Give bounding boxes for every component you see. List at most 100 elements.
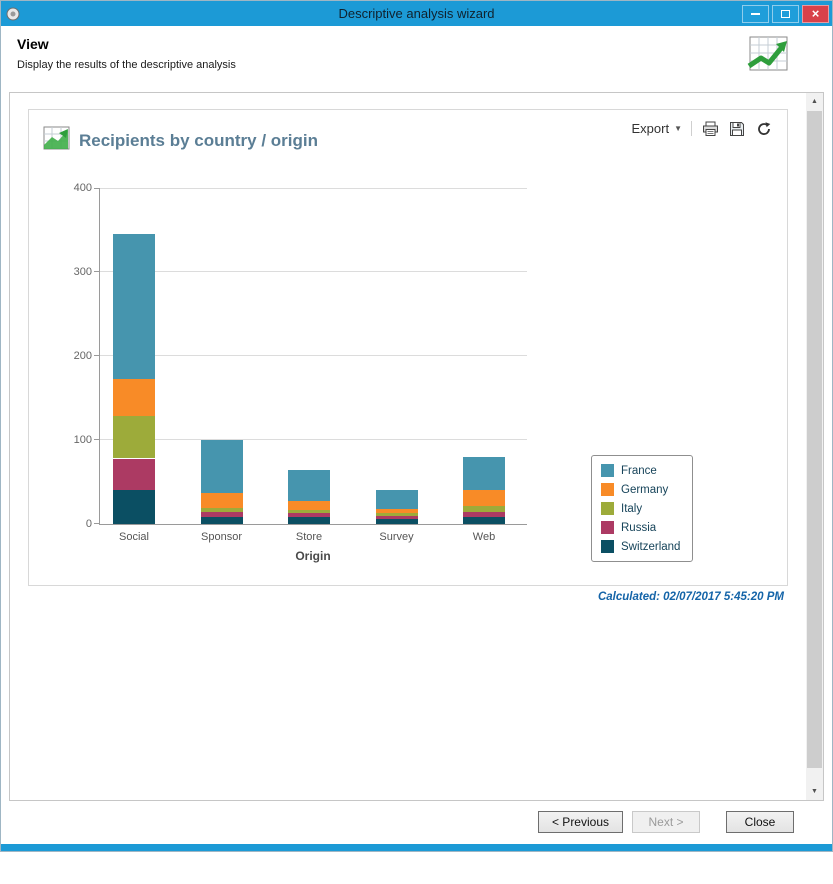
legend-label: Germany (621, 483, 669, 496)
x-axis-category-label: Sponsor (201, 531, 242, 543)
maximize-icon (781, 9, 790, 18)
window-title: Descriptive analysis wizard (338, 6, 495, 21)
legend-label: Italy (621, 502, 643, 515)
gridline (100, 271, 527, 272)
legend-swatch (601, 540, 614, 553)
bar-segment (288, 509, 330, 514)
chart-icon (43, 126, 70, 155)
export-button[interactable]: Export ▼ (632, 121, 683, 136)
y-axis-tick (94, 188, 100, 189)
bar-segment (288, 501, 330, 510)
x-axis-title: Origin (295, 549, 331, 563)
bar-segment (200, 508, 243, 513)
next-button[interactable]: Next > (632, 811, 700, 833)
save-icon[interactable] (728, 120, 746, 137)
scrollbar-thumb[interactable] (807, 111, 822, 768)
wizard-window: Descriptive analysis wizard × View Displ… (0, 0, 833, 852)
legend-item: Switzerland (601, 540, 680, 553)
bar-segment (113, 378, 155, 417)
calculated-timestamp: Calculated: 02/07/2017 5:45:20 PM (597, 591, 784, 603)
bar-segment (375, 508, 418, 514)
bar-segment (113, 234, 155, 379)
chevron-down-icon: ▼ (674, 124, 682, 133)
close-icon: × (811, 6, 820, 21)
bar-segment (463, 505, 505, 513)
legend-label: Switzerland (621, 540, 681, 553)
x-axis-category-label: Store (295, 531, 323, 543)
legend-swatch (601, 483, 614, 496)
y-axis-tick (94, 355, 100, 356)
bar-segment (200, 492, 243, 509)
bar-segment (113, 416, 155, 459)
legend-swatch (601, 521, 614, 534)
y-axis-tick-label: 100 (73, 434, 92, 446)
refresh-icon[interactable] (755, 120, 773, 137)
legend-label: Russia (621, 521, 657, 534)
panel-header: Recipients by country / origin Export ▼ (43, 118, 773, 155)
chart-area: 0 100 200 300 400 Social Sponsor Store Survey Web… (74, 182, 773, 563)
scroll-down-arrow[interactable]: ▼ (806, 783, 823, 800)
bar-segment (113, 490, 155, 524)
window-controls: × (742, 4, 829, 23)
plot-area: 0 100 200 300 400 Social Sponsor Store Survey Web (74, 182, 527, 543)
maximize-button[interactable] (772, 4, 799, 23)
analysis-chart-icon (746, 34, 790, 79)
y-axis-tick-label: 200 (73, 350, 92, 362)
legend-label: France (621, 464, 657, 477)
bar-segment (113, 458, 155, 491)
x-axis-category-label: Survey (379, 531, 414, 543)
y-axis-tick-label: 0 (85, 518, 92, 530)
window-bottom-border (1, 844, 832, 851)
content-region: Recipients by country / origin Export ▼ (9, 92, 824, 801)
legend-item: Italy (601, 502, 680, 515)
bar-segment (375, 490, 418, 509)
chart-panel: Recipients by country / origin Export ▼ (28, 109, 788, 586)
vertical-scrollbar[interactable]: ▲ ▼ (806, 93, 823, 800)
wizard-header: View Display the results of the descript… (1, 26, 832, 92)
minimize-button[interactable] (742, 4, 769, 23)
legend-item: Germany (601, 483, 680, 496)
bar-segment (288, 470, 330, 502)
scroll-area: Recipients by country / origin Export ▼ (10, 93, 806, 800)
page-title: View (17, 36, 49, 52)
bar-segment (375, 515, 418, 519)
app-icon (6, 6, 24, 22)
legend-item: France (601, 464, 680, 477)
gridline (100, 355, 527, 356)
close-wizard-button[interactable]: Close (726, 811, 794, 833)
legend-swatch (601, 502, 614, 515)
bar-segment (375, 518, 418, 524)
y-axis-tick-label: 400 (73, 182, 92, 194)
print-icon[interactable] (701, 120, 719, 137)
titlebar: Descriptive analysis wizard × (1, 1, 832, 26)
toolbar-separator (691, 121, 692, 136)
gridline (100, 188, 527, 189)
bar-segment (375, 513, 418, 516)
y-axis-tick (94, 439, 100, 440)
page-subtitle: Display the results of the descriptive a… (17, 59, 236, 71)
bar-segment (463, 456, 505, 491)
gridline (100, 439, 527, 440)
minimize-icon (751, 12, 760, 15)
x-axis-category-label: Social (119, 531, 149, 543)
y-axis-tick (94, 523, 100, 524)
legend-item: Russia (601, 521, 680, 534)
footer-button-bar: < Previous Next > Close (1, 801, 832, 844)
bar-segment (463, 512, 505, 518)
bar-segment (288, 513, 330, 518)
bar-segment (200, 512, 243, 518)
scroll-up-arrow[interactable]: ▲ (806, 93, 823, 110)
chart-title: Recipients by country / origin (79, 130, 318, 150)
bar-segment (288, 517, 330, 524)
x-axis-category-label: Web (472, 531, 496, 543)
chart-title-row: Recipients by country / origin (43, 126, 318, 155)
bar-segment (463, 490, 505, 506)
y-axis-tick (94, 271, 100, 272)
close-button[interactable]: × (802, 4, 829, 23)
previous-button[interactable]: < Previous (537, 811, 623, 833)
bar-segment (200, 440, 243, 493)
legend-swatch (601, 464, 614, 477)
export-label: Export (631, 121, 670, 136)
bar-segment (463, 517, 505, 524)
chart-toolbar: Export ▼ (632, 120, 774, 137)
